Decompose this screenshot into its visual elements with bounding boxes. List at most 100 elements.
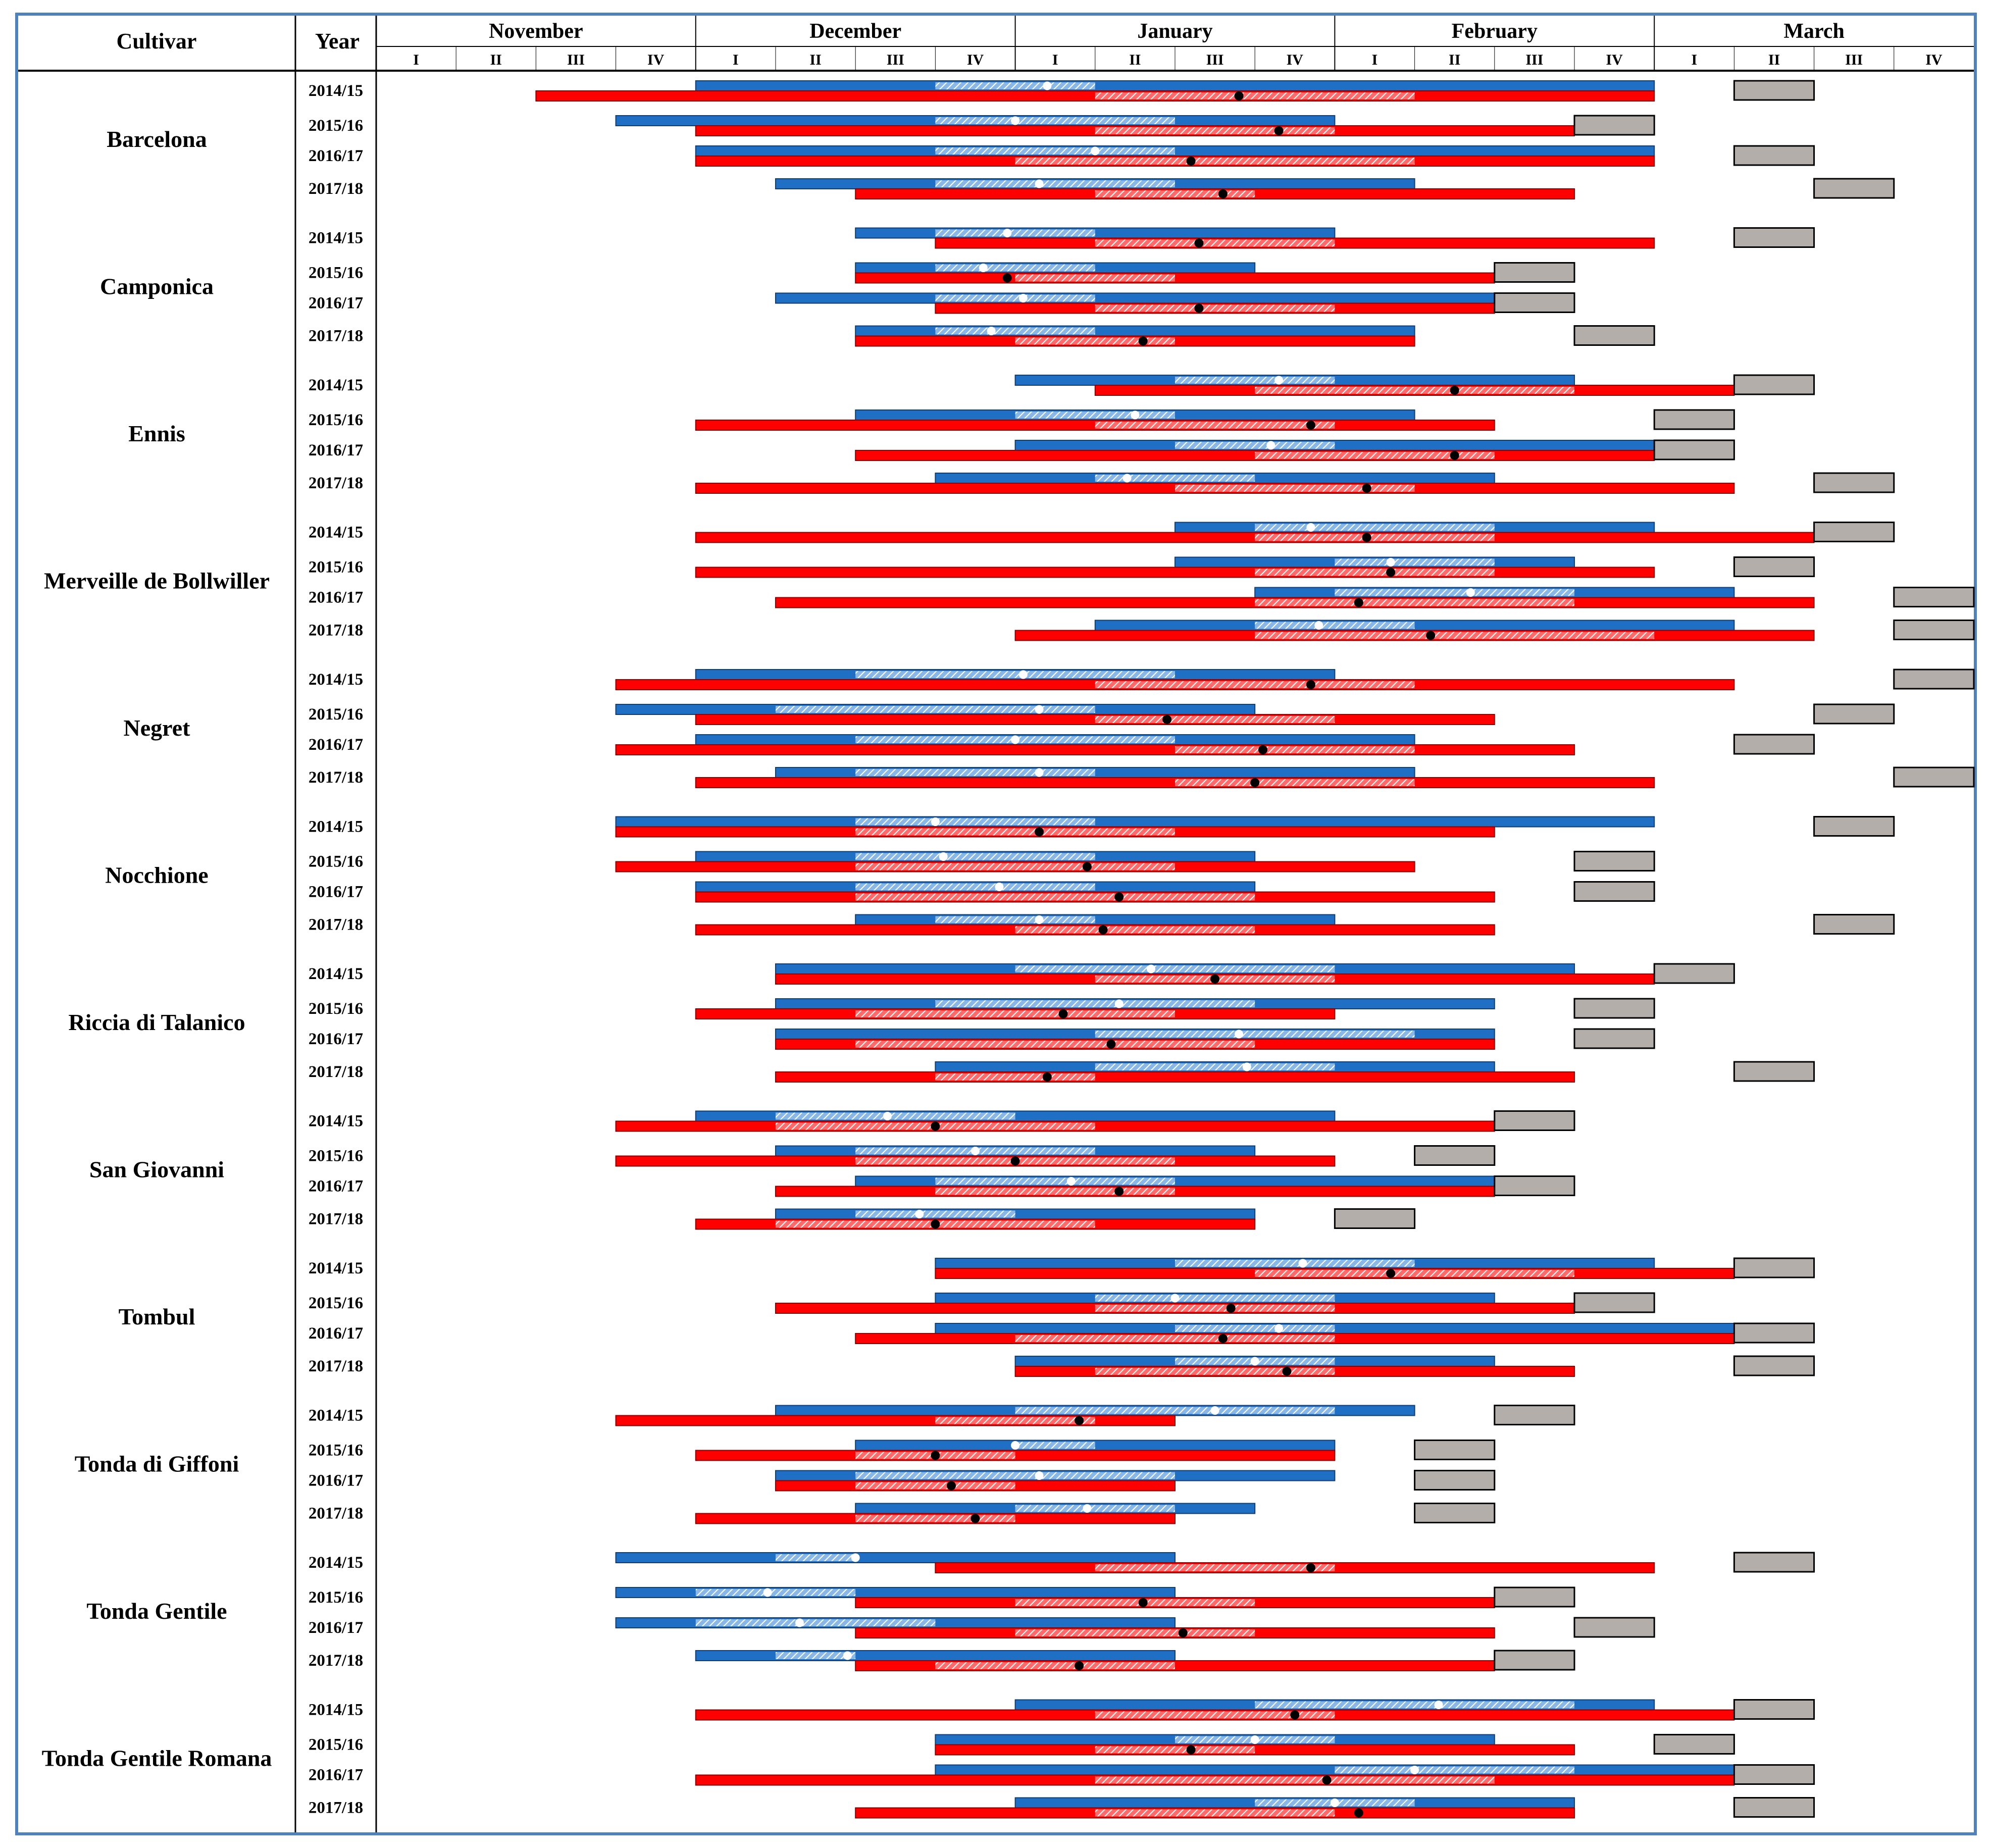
cultivar-name: Ennis [128, 421, 185, 446]
staminate-bar [695, 80, 1655, 91]
bud-break-box [1334, 1208, 1416, 1229]
pistillate-peak-dot [1250, 778, 1260, 787]
staminate-peak-dot [1250, 1357, 1259, 1366]
year-label: 2017/18 [309, 1652, 363, 1670]
year-label: 2015/16 [309, 1294, 363, 1312]
bud-break-box [1733, 1764, 1815, 1785]
pistillate-full-bloom [855, 1482, 1015, 1490]
pistillate-full-bloom [1095, 1564, 1335, 1571]
pistillate-peak-dot [1354, 598, 1363, 607]
pistillate-full-bloom [935, 1662, 1175, 1669]
pistillate-peak-dot [1106, 1040, 1116, 1049]
decade-label: IV [1287, 52, 1304, 68]
year-label: 2014/15 [309, 82, 363, 100]
pistillate-peak-dot [1218, 1334, 1228, 1343]
decade-label: I [733, 52, 739, 68]
staminate-full-bloom [1255, 622, 1415, 629]
month-label: February [1452, 20, 1538, 43]
bud-break-box [1494, 1405, 1575, 1425]
pistillate-peak-dot [1354, 1808, 1363, 1818]
pistillate-peak-dot [1186, 1745, 1196, 1755]
year-label: 2017/18 [309, 916, 363, 934]
year-label: 2017/18 [309, 180, 363, 198]
decade-label: III [567, 52, 585, 68]
pistillate-full-bloom [1015, 158, 1415, 165]
pistillate-peak-dot [971, 1514, 980, 1523]
cultivar-name: Tonda Gentile [86, 1598, 227, 1624]
pistillate-full-bloom [1255, 569, 1495, 576]
pistillate-peak-dot [1186, 157, 1196, 166]
bud-break-box [1733, 227, 1815, 248]
staminate-full-bloom [1335, 589, 1574, 596]
year-label: 2017/18 [309, 474, 363, 492]
year-label: 2016/17 [309, 147, 363, 165]
year-label: 2014/15 [309, 376, 363, 394]
year-label: 2015/16 [309, 117, 363, 135]
staminate-peak-dot [1306, 523, 1315, 532]
staminate-full-bloom [855, 671, 1175, 678]
row-labels: Barcelona 2014/15 2015/16 2016/17 2017/18 Cam… [42, 82, 364, 1817]
year-label: 2016/17 [309, 294, 363, 313]
staminate-peak-dot [979, 264, 988, 272]
decade-label: IV [1925, 52, 1943, 68]
bud-break-box [1813, 816, 1895, 837]
staminate-peak-dot [1011, 735, 1020, 744]
bud-break-box [1733, 1699, 1815, 1720]
pistillate-peak-dot [1042, 1072, 1052, 1082]
chart-frame [15, 13, 1977, 1835]
decade-label: II [490, 52, 502, 68]
staminate-full-bloom [1095, 1031, 1415, 1038]
pistillate-full-bloom [1095, 681, 1415, 688]
bud-break-box [1573, 1617, 1655, 1638]
pistillate-full-bloom [1015, 1599, 1255, 1606]
bud-break-box [1653, 1734, 1735, 1755]
decade-label: IV [1606, 52, 1623, 68]
pistillate-peak-dot [1138, 1598, 1148, 1607]
pistillate-full-bloom [1175, 746, 1415, 753]
staminate-peak-dot [1011, 1441, 1020, 1450]
pistillate-full-bloom [855, 863, 1175, 870]
pistillate-full-bloom [1095, 1711, 1335, 1719]
staminate-peak-dot [1170, 1294, 1180, 1303]
pistillate-peak-dot [1282, 1367, 1292, 1376]
staminate-peak-dot [1210, 1406, 1219, 1415]
staminate-peak-dot [1250, 1735, 1259, 1744]
bars [535, 80, 1975, 1819]
staminate-peak-dot [1011, 116, 1020, 125]
bud-break-box [1494, 1586, 1575, 1608]
staminate-peak-dot [1083, 1504, 1092, 1513]
year-label: 2014/15 [309, 1259, 363, 1277]
year-label: 2017/18 [309, 622, 363, 640]
pistillate-full-bloom [935, 1073, 1095, 1081]
pistillate-full-bloom [1255, 632, 1655, 639]
staminate-full-bloom [1015, 412, 1175, 419]
pistillate-peak-dot [1290, 1710, 1300, 1720]
year-label: 2017/18 [309, 327, 363, 345]
year-label: 2015/16 [309, 705, 363, 724]
decade-label: III [1845, 52, 1863, 68]
pistillate-full-bloom [855, 1010, 1175, 1017]
staminate-full-bloom [1335, 558, 1495, 566]
bud-break-box [1813, 703, 1895, 725]
year-label: 2016/17 [309, 736, 363, 754]
staminate-full-bloom [1095, 475, 1255, 482]
year-label: 2017/18 [309, 1505, 363, 1523]
bud-break-box [1733, 1552, 1815, 1573]
staminate-full-bloom [1015, 1407, 1335, 1414]
staminate-full-bloom [855, 818, 1095, 826]
pistillate-peak-dot [1010, 1156, 1020, 1166]
bud-break-box [1414, 1503, 1496, 1523]
pistillate-full-bloom [1175, 779, 1415, 786]
year-label: 2015/16 [309, 1442, 363, 1460]
staminate-peak-dot [1043, 81, 1052, 90]
pistillate-full-bloom [1095, 1746, 1255, 1754]
bud-break-box [1893, 669, 1975, 690]
pistillate-peak-dot [947, 1481, 956, 1491]
pistillate-full-bloom [855, 1041, 1255, 1048]
decade-label: III [1206, 52, 1224, 68]
pistillate-peak-dot [1178, 1628, 1188, 1637]
staminate-peak-dot [1035, 915, 1044, 924]
staminate-peak-dot [1466, 588, 1475, 597]
pistillate-peak-dot [1322, 1775, 1332, 1785]
staminate-peak-dot [1314, 621, 1323, 630]
